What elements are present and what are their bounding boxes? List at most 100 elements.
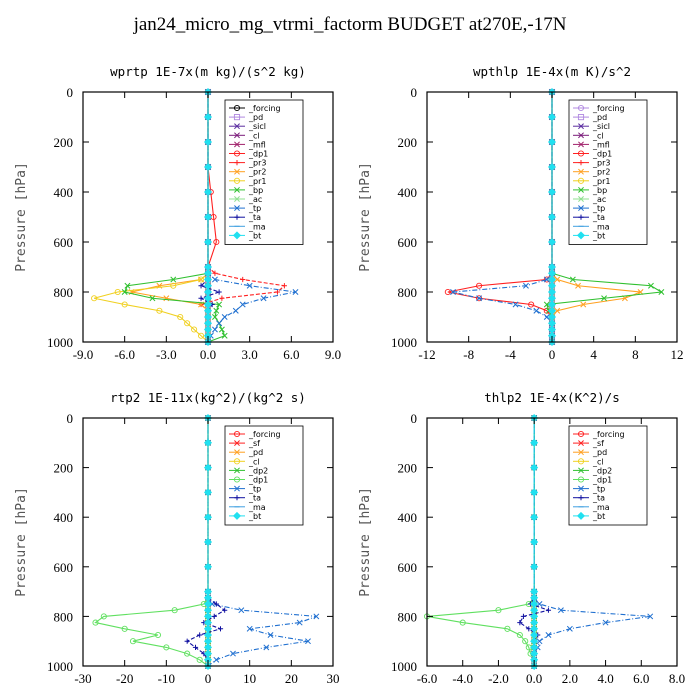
legend-item: _bp (573, 186, 607, 195)
y-tick-label: 1000 (391, 659, 417, 674)
y-tick-label: 800 (398, 609, 418, 624)
legend-label: _cl (592, 457, 604, 466)
y-axis-label: Pressure [hPa] (14, 162, 29, 272)
chart-panels: wprtp 1E-7x(m kg)/(s^2 kg) Pressure [hPa]… (14, 64, 685, 686)
legend-item: _ta (573, 494, 605, 503)
legend-item: _dp1 (573, 150, 612, 159)
legend-label: _pd (248, 448, 263, 457)
legend-marker (578, 214, 584, 220)
x-tick-label: -12 (418, 347, 435, 362)
data-point (517, 620, 523, 626)
legend-label: _forcing (248, 430, 281, 439)
y-tick-label: 0 (67, 85, 74, 100)
y-tick-label: 400 (54, 185, 74, 200)
data-point (566, 625, 573, 632)
series-bt (547, 87, 557, 347)
legend-label: _ta (248, 213, 261, 222)
figure-title: jan24_micro_mg_vtrmi_factorm BUDGET at27… (133, 14, 567, 35)
legend-label: _pr2 (248, 168, 266, 177)
legend-marker (233, 104, 241, 112)
series-dp1 (92, 414, 212, 670)
legend-item: _ma (573, 503, 610, 512)
legend-item: _forcing (573, 430, 625, 439)
data-point (121, 289, 128, 295)
data-point (221, 314, 228, 320)
data-point (203, 562, 213, 571)
legend-item: _pd (573, 113, 607, 122)
legend-item: _pd (229, 448, 263, 457)
series-line (452, 92, 553, 342)
legend-label: _ta (248, 494, 261, 503)
legend-label: _sicl (248, 122, 266, 131)
legend-label: _bp (592, 186, 607, 195)
y-tick-label: 200 (54, 135, 74, 150)
legend-label: _bt (592, 231, 605, 240)
data-point (530, 537, 539, 547)
legend-label: _pd (592, 448, 607, 457)
legend-item: _tp (229, 485, 261, 494)
legend-label: _pd (592, 113, 607, 122)
x-tick-label: -10 (158, 671, 175, 686)
data-point (246, 625, 253, 632)
y-tick-label: 0 (411, 411, 418, 426)
data-point (203, 187, 213, 197)
legend-label: _cl (592, 131, 604, 140)
legend-marker (234, 168, 240, 175)
data-point (91, 295, 98, 302)
legend-label: _pr2 (592, 168, 610, 177)
data-point (216, 320, 223, 327)
legend-item: _dp1 (573, 476, 612, 485)
legend-item: _sicl (573, 122, 610, 131)
legend-item: _ac (229, 195, 262, 204)
x-tick-label: -30 (74, 671, 91, 686)
data-point (543, 276, 550, 283)
data-point (554, 307, 561, 314)
data-point (601, 295, 608, 302)
legend: _forcing_pd_sicl_cl_mfl_dp1_pr3_pr2_pr1_… (568, 99, 648, 245)
data-point (495, 607, 502, 614)
x-tick-label: 6.0 (633, 671, 649, 686)
series-dp1 (444, 88, 556, 346)
x-tick-label: 8 (632, 347, 639, 362)
legend-item: _dp1 (229, 476, 268, 485)
legend-item: _sf (573, 439, 604, 448)
data-point (296, 619, 303, 626)
data-point (191, 326, 198, 333)
legend-item: _mfl (573, 140, 610, 149)
legend-label: _ta (592, 494, 605, 503)
data-point (476, 282, 483, 289)
legend-item: _tp (573, 204, 605, 213)
data-point (211, 613, 217, 619)
legend-label: _ma (248, 503, 266, 512)
y-tick-label: 1000 (47, 659, 73, 674)
data-point (216, 301, 223, 308)
data-point (198, 332, 205, 339)
series-pr1 (91, 88, 212, 346)
y-tick-label: 200 (398, 461, 418, 476)
legend-marker (232, 511, 242, 520)
data-point (545, 632, 552, 638)
legend-label: _dp1 (592, 150, 612, 159)
data-point (121, 625, 128, 632)
legend-label: _sf (248, 439, 260, 448)
legend-label: _sicl (592, 122, 610, 131)
data-point (184, 320, 191, 327)
legend-label: _tp (248, 485, 261, 494)
plot-frame (426, 417, 678, 667)
data-point (184, 638, 190, 644)
data-point (313, 613, 320, 620)
data-point (203, 438, 213, 447)
legend-item: _ta (229, 494, 261, 503)
data-point (203, 212, 213, 222)
legend-item: _bt (573, 231, 605, 240)
legend-label: _sf (592, 439, 604, 448)
legend-marker (234, 449, 240, 456)
data-point (213, 307, 220, 314)
legend-label: _forcing (248, 104, 281, 113)
legend-marker (234, 214, 240, 220)
data-point (602, 619, 609, 626)
data-point (114, 288, 121, 296)
y-tick-label: 1000 (47, 335, 73, 350)
y-tick-label: 600 (54, 560, 74, 575)
legend-marker (234, 196, 240, 202)
